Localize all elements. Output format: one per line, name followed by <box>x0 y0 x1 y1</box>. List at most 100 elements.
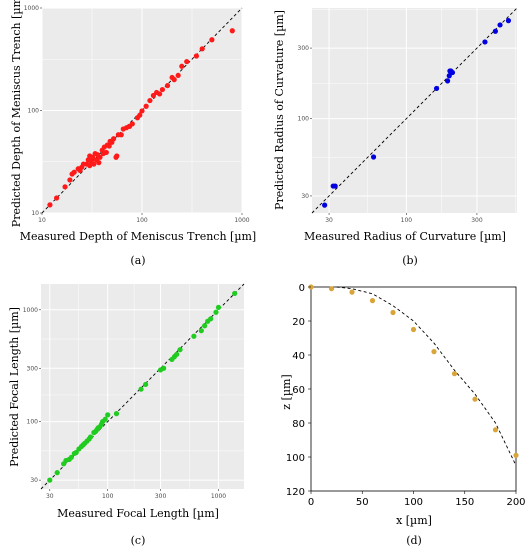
panel-d-xticks: 0 50 100 150 200 <box>308 491 526 508</box>
data-point <box>113 411 120 417</box>
data-point <box>91 161 97 167</box>
y-tick-label: 80 <box>292 419 305 430</box>
y-tick-label: 100 <box>27 419 39 426</box>
data-point <box>106 143 112 149</box>
data-point <box>449 69 456 76</box>
x-tick-label: 100 <box>404 497 423 508</box>
data-point <box>143 103 149 109</box>
data-point <box>174 351 180 357</box>
data-point <box>184 58 190 65</box>
data-point <box>497 22 503 28</box>
panel-a-label: (a) <box>130 254 145 267</box>
data-point <box>118 132 124 138</box>
y-tick-label: 30 <box>30 477 38 484</box>
data-point <box>213 309 219 315</box>
panel-b-grid <box>312 8 517 213</box>
data-point <box>143 381 149 388</box>
data-point <box>349 289 355 295</box>
panel-c-label: (c) <box>131 534 146 547</box>
panel-c: 30 100 300 1000 30 100 300 1000 Measured Focal… <box>8 283 245 547</box>
data-point <box>87 163 93 169</box>
data-point <box>175 72 181 79</box>
data-point <box>433 85 440 92</box>
y-tick-label: 300 <box>298 45 310 52</box>
data-point <box>177 347 183 353</box>
data-point <box>68 454 74 460</box>
data-point <box>89 154 96 160</box>
data-point <box>114 153 120 159</box>
data-point <box>444 78 451 84</box>
data-point <box>105 412 111 418</box>
panel-a: 10 100 1000 10 100 1000 Measured Depth of Me… <box>10 0 256 267</box>
data-point <box>47 477 53 483</box>
panel-d-plot-frame <box>310 286 517 492</box>
data-point <box>328 286 335 292</box>
y-tick-label: 0 <box>299 283 305 294</box>
x-tick-label: 100 <box>102 493 114 500</box>
panel-c-ylabel: Predicted Focal Length [µm] <box>8 307 21 467</box>
data-point <box>179 63 185 69</box>
panel-c-yticks: 30 100 300 1000 <box>23 307 41 484</box>
data-point <box>47 202 53 208</box>
panel-b: 30 100 300 30 100 300 Measured Radius of Cur… <box>273 7 518 267</box>
data-point <box>103 149 109 156</box>
x-tick-label: 0 <box>308 497 314 508</box>
panel-d-xlabel: x [µm] <box>396 514 432 527</box>
panel-d: 0 50 100 150 200 0 20 40 60 80 100 120 x [µm] z [µ… <box>280 283 526 547</box>
data-point <box>147 97 153 104</box>
data-point <box>54 195 60 201</box>
data-point <box>492 28 498 34</box>
panel-d-ylabel: z [µm] <box>280 374 293 409</box>
data-point <box>87 434 94 440</box>
panel-b-yticks: 30 100 300 <box>298 45 312 200</box>
data-point <box>191 333 197 339</box>
data-point <box>111 136 117 142</box>
data-point <box>97 154 103 160</box>
panel-c-reference-line <box>40 283 245 490</box>
y-tick-label: 120 <box>286 487 305 498</box>
data-point <box>199 46 205 52</box>
data-point <box>229 28 235 34</box>
data-point <box>139 108 145 114</box>
panel-b-ylabel: Predicted Radius of Curvature [µm] <box>273 10 286 210</box>
data-point <box>451 371 458 377</box>
data-point <box>138 386 144 392</box>
data-point <box>215 304 222 311</box>
data-point <box>129 121 135 127</box>
data-point <box>73 449 79 456</box>
panel-c-grid <box>41 284 244 489</box>
panel-d-fitted-curve <box>336 286 517 466</box>
data-point <box>62 184 68 190</box>
data-point <box>390 309 396 316</box>
x-tick-label: 10 <box>38 217 46 224</box>
panel-a-xlabel: Measured Depth of Meniscus Trench [µm] <box>20 230 256 243</box>
data-point <box>431 349 437 355</box>
data-point <box>96 160 102 166</box>
data-point <box>137 112 143 118</box>
data-point <box>370 154 377 160</box>
data-point <box>410 326 417 333</box>
data-point <box>446 73 452 79</box>
data-point <box>159 86 166 93</box>
y-tick-label: 300 <box>27 365 39 372</box>
x-tick-label: 100 <box>401 217 413 224</box>
panel-a-ylabel: Predicted Depth of Meniscus Trench [µm] <box>10 0 23 227</box>
data-point <box>164 82 171 89</box>
data-point <box>67 177 73 183</box>
data-point <box>322 202 328 208</box>
panel-b-label: (b) <box>402 254 418 267</box>
x-tick-label: 1000 <box>234 217 249 224</box>
y-tick-label: 1000 <box>23 307 38 314</box>
panel-b-points <box>322 18 512 208</box>
panel-a-xticks: 10 100 1000 <box>38 213 250 224</box>
data-point <box>171 77 177 83</box>
y-tick-label: 40 <box>292 351 305 362</box>
panel-b-reference-line <box>311 7 518 214</box>
data-point <box>150 92 156 99</box>
data-point <box>198 328 204 334</box>
y-tick-label: 20 <box>292 317 305 328</box>
data-point <box>202 323 208 329</box>
panel-b-xlabel: Measured Radius of Curvature [µm] <box>304 230 506 243</box>
x-tick-label: 30 <box>325 217 333 224</box>
